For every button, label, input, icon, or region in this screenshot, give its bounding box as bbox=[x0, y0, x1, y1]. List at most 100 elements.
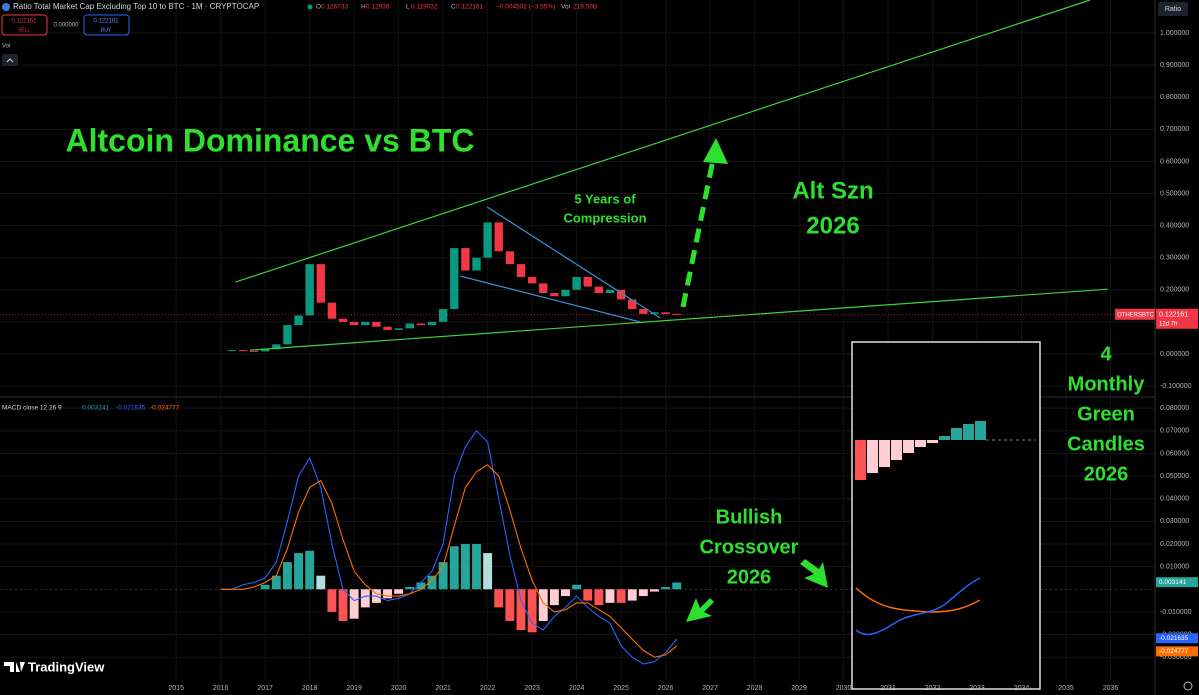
settings-icon[interactable] bbox=[1183, 681, 1193, 691]
y-tick-label: -0.010000 bbox=[1160, 609, 1192, 616]
ohlc-value: 0.12938 bbox=[366, 4, 390, 11]
status-dot bbox=[307, 4, 313, 10]
x-tick-label: 2034 bbox=[1014, 685, 1030, 692]
value-tag bbox=[1156, 633, 1198, 644]
histogram-bar bbox=[438, 562, 448, 590]
zoom-macd bbox=[855, 577, 981, 636]
x-tick-label: 2028 bbox=[747, 685, 763, 692]
histogram-bar bbox=[661, 587, 671, 590]
ohlc-key: H bbox=[361, 4, 366, 11]
volume-toggle[interactable]: Vol bbox=[2, 44, 10, 50]
ohlc-key: O bbox=[316, 4, 321, 11]
candle bbox=[572, 276, 581, 290]
x-tick-label: 2031 bbox=[880, 685, 896, 692]
buy-button[interactable] bbox=[83, 14, 130, 36]
histogram-bar bbox=[483, 553, 493, 590]
x-tick-label: 2033 bbox=[969, 685, 985, 692]
zoom-bar bbox=[915, 440, 926, 447]
candle bbox=[405, 323, 414, 329]
vol-value: 219.59B bbox=[573, 4, 597, 11]
value-tag bbox=[1156, 577, 1198, 588]
price-tag bbox=[1115, 308, 1155, 320]
histogram-bar bbox=[516, 589, 526, 631]
y-tick-label: 0.800000 bbox=[1160, 94, 1189, 101]
histogram-bar bbox=[616, 589, 626, 603]
x-tick-label: 2029 bbox=[791, 685, 807, 692]
scale-button[interactable] bbox=[1158, 2, 1188, 16]
headline: Altcoin Dominance vs BTC bbox=[66, 122, 475, 158]
y-tick-label: 0.060000 bbox=[1160, 450, 1189, 457]
candle bbox=[361, 321, 370, 326]
candle bbox=[605, 289, 615, 294]
candle bbox=[561, 289, 570, 297]
histogram-bar bbox=[282, 562, 292, 590]
candle bbox=[438, 309, 448, 322]
annotation-text: 2026 bbox=[727, 566, 772, 588]
annotation-text: Green bbox=[1077, 403, 1135, 425]
histogram-bar bbox=[271, 575, 281, 590]
dashed-arrow bbox=[680, 159, 716, 308]
histogram-bar bbox=[449, 546, 459, 590]
candle bbox=[372, 321, 381, 327]
ohlc-key: C bbox=[451, 4, 456, 11]
price-tag-countdown: 12d 7h bbox=[1159, 321, 1177, 327]
x-tick-label: 2024 bbox=[569, 685, 585, 692]
x-tick-label: 2036 bbox=[1103, 685, 1119, 692]
candle bbox=[661, 312, 670, 314]
y-tick-label: 0.500000 bbox=[1160, 190, 1189, 197]
x-tick-label: 2022 bbox=[480, 685, 496, 692]
histogram-bar bbox=[383, 589, 392, 599]
histogram-bar bbox=[538, 589, 548, 621]
candle bbox=[383, 326, 392, 330]
y-tick-label: 0.600000 bbox=[1160, 158, 1189, 165]
candle bbox=[594, 286, 604, 294]
x-tick-label: 2021 bbox=[435, 685, 451, 692]
zoom-histogram bbox=[855, 421, 1036, 636]
candle bbox=[472, 257, 481, 271]
sell-button[interactable] bbox=[1, 14, 48, 36]
legend-value: -0.024777 bbox=[150, 405, 180, 412]
candle bbox=[616, 289, 626, 300]
histogram-bar bbox=[650, 589, 659, 592]
histogram-bar bbox=[294, 553, 303, 590]
histogram-bar bbox=[405, 587, 415, 590]
histogram-bar bbox=[360, 589, 370, 608]
x-tick-label: 2015 bbox=[168, 685, 184, 692]
histogram-bar bbox=[305, 550, 315, 590]
candle bbox=[338, 318, 348, 322]
zoom-bar bbox=[879, 440, 890, 467]
candle bbox=[427, 321, 437, 326]
candle bbox=[249, 350, 259, 352]
annotation-text: 2026 bbox=[806, 212, 859, 239]
macd-line bbox=[220, 464, 678, 658]
histogram-bar bbox=[427, 575, 437, 590]
y-tick-label: 0.700000 bbox=[1160, 126, 1189, 133]
y-tick-label: 0.300000 bbox=[1160, 255, 1189, 262]
macd-line bbox=[220, 429, 678, 665]
symbol-icon bbox=[2, 3, 10, 11]
price-tag-value: 0.122161 bbox=[1159, 312, 1188, 319]
candle bbox=[272, 344, 281, 350]
y-tick-label: 0.020000 bbox=[1160, 541, 1189, 548]
histogram-bar bbox=[594, 589, 604, 606]
price-tag-name: OTHERSBTC bbox=[1117, 312, 1155, 318]
zoom-bar bbox=[903, 440, 914, 453]
candle bbox=[539, 283, 548, 294]
labels: -0.1000000.0000000.1000000.2000000.30000… bbox=[2, 30, 1198, 692]
collapse-button[interactable] bbox=[2, 54, 18, 66]
sell-label: SELL bbox=[18, 27, 30, 33]
x-tick-label: 2035 bbox=[1058, 685, 1074, 692]
candle bbox=[650, 312, 659, 314]
arrow-head bbox=[703, 138, 728, 164]
price-tag bbox=[1156, 308, 1198, 329]
annotation-text: Alt Szn bbox=[792, 177, 873, 204]
candle bbox=[494, 222, 503, 252]
candle bbox=[260, 349, 270, 352]
candle bbox=[416, 323, 426, 326]
x-tick-label: 2016 bbox=[213, 685, 229, 692]
x-tick-label: 2020 bbox=[391, 685, 407, 692]
arrow bbox=[686, 598, 714, 622]
annotation-text: Compression bbox=[563, 210, 646, 225]
candle bbox=[450, 248, 459, 310]
histogram-bar bbox=[327, 589, 337, 612]
